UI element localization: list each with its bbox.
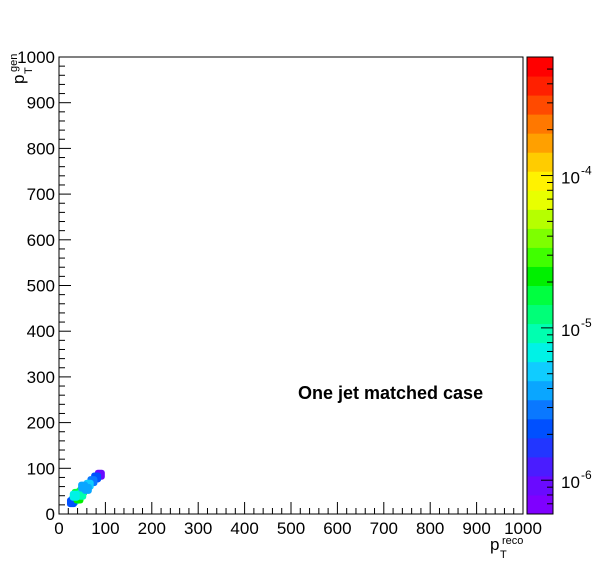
x-axis-label-sub: T: [500, 549, 507, 561]
x-tick-label: 500: [277, 519, 305, 538]
y-tick-label: 400: [27, 322, 55, 341]
x-tick-label: 700: [370, 519, 398, 538]
y-tick-label: 500: [27, 277, 55, 296]
colorbar-band: [527, 95, 553, 115]
y-axis-label-sub: T: [23, 67, 35, 74]
colorbar-band: [527, 266, 553, 286]
colorbar-band: [527, 209, 553, 229]
colorbar-band: [527, 304, 553, 325]
x-tick-label: 0: [54, 519, 63, 538]
x-axis-label-sup: reco: [502, 535, 523, 547]
y-tick-label: 200: [27, 414, 55, 433]
y-axis: 0 100 200 300 400 500 600 700 800 900 1000: [17, 48, 71, 524]
y-tick-label: 700: [27, 185, 55, 204]
colorbar-tick-label: 10: [561, 169, 580, 188]
colorbar-band: [527, 342, 553, 363]
colorbar-band: [527, 57, 553, 77]
colorbar-tick-label: 10: [561, 473, 580, 492]
colorbar-band: [527, 418, 553, 439]
colorbar-band: [527, 247, 553, 267]
y-tick-label: 100: [27, 459, 55, 478]
colorbar-tick-label: 10: [561, 321, 580, 340]
colorbar-band: [527, 380, 553, 401]
x-tick-label: 400: [230, 519, 258, 538]
y-tick-label: 1000: [17, 48, 55, 67]
colorbar: [527, 57, 553, 515]
heatmap-cell: [69, 490, 80, 501]
colorbar-tick-exponent: -4: [581, 164, 592, 178]
y-axis-label: p: [9, 75, 28, 84]
x-tick-label: 1000: [504, 519, 542, 538]
heatmap-cells: [66, 469, 105, 508]
colorbar-band: [527, 323, 553, 344]
x-axis: 0 100 200 300 400 500 600 700 800 900 1000: [54, 502, 542, 538]
y-tick-label: 900: [27, 94, 55, 113]
colorbar-band: [527, 494, 553, 515]
y-tick-label: 300: [27, 368, 55, 387]
x-tick-label: 800: [416, 519, 444, 538]
colorbar-band: [527, 190, 553, 210]
y-tick-label: 600: [27, 231, 55, 250]
x-tick-label: 100: [91, 519, 119, 538]
chart-annotation: One jet matched case: [298, 383, 483, 403]
heatmap-cell: [78, 481, 89, 492]
colorbar-frame: [526, 56, 554, 515]
colorbar-tick-exponent: -5: [581, 316, 592, 330]
colorbar-band: [527, 361, 553, 382]
colorbar-band: [527, 133, 553, 153]
x-axis-label: p: [490, 535, 499, 554]
colorbar-band: [527, 152, 553, 172]
x-tick-label: 900: [462, 519, 490, 538]
colorbar-band: [527, 456, 553, 477]
colorbar-tick-exponent: -6: [581, 468, 592, 482]
colorbar-band: [527, 228, 553, 248]
x-tick-label: 300: [184, 519, 212, 538]
colorbar-band: [527, 437, 553, 458]
x-tick-label: 600: [323, 519, 351, 538]
colorbar-band: [527, 76, 553, 96]
colorbar-band: [527, 475, 553, 496]
colorbar-ticks: 10-610-510-4: [541, 68, 592, 515]
y-axis-label-sup: gen: [8, 54, 20, 72]
colorbar-band: [527, 171, 553, 191]
colorbar-band: [527, 285, 553, 306]
y-tick-label: 800: [27, 139, 55, 158]
colorbar-band: [527, 399, 553, 420]
plot-frame: [58, 56, 524, 515]
colorbar-band: [527, 114, 553, 134]
x-tick-label: 200: [138, 519, 166, 538]
y-tick-label: 0: [46, 505, 55, 524]
